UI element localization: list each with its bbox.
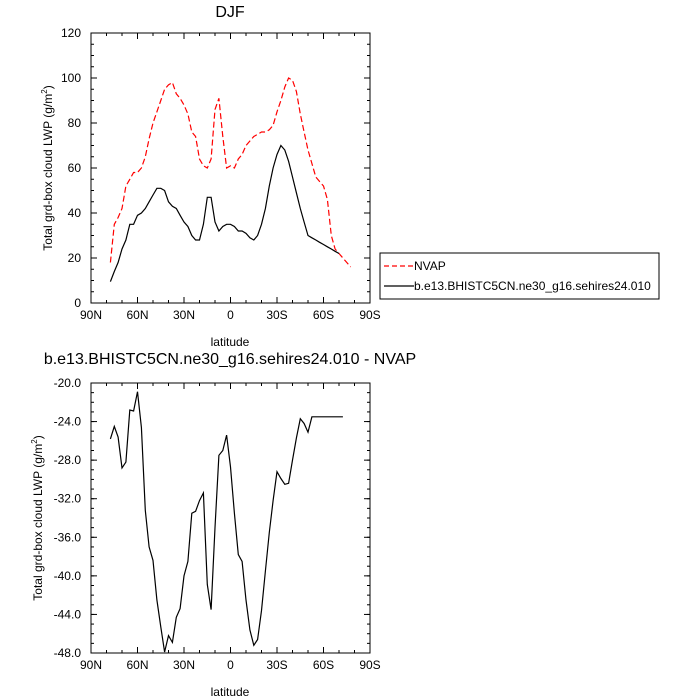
top-plot-frame (90, 32, 371, 304)
bottom-y-tick-label: -48.0 (54, 646, 82, 660)
top-y-tick-label: 20 (68, 251, 82, 265)
bottom-plot-frame (90, 382, 371, 654)
bottom-x-tick-label: 60N (126, 658, 148, 672)
top-chart: DJF 90N 60N 30N 0 30S 60S 90S 0 20 40 60 80 100 120 l… (40, 4, 660, 349)
bottom-x-tick-label: 60S (313, 658, 334, 672)
top-x-tick-label: 90N (80, 308, 102, 322)
top-x-tick-label: 0 (227, 308, 234, 322)
bottom-x-tick-label: 30S (266, 658, 287, 672)
top-x-tick-label: 30N (173, 308, 195, 322)
bottom-series-line-0 (109, 391, 343, 653)
legend-box (379, 252, 660, 300)
bottom-x-tick-label: 90S (359, 658, 380, 672)
bottom-series (109, 391, 343, 653)
legend-label-model: b.e13.BHISTC5CN.ne30_g16.sehires24.010 (414, 279, 651, 293)
bottom-x-tick-label: 0 (227, 658, 234, 672)
bottom-y-tick-label: -40.0 (54, 569, 82, 583)
top-y-tick-label: 40 (68, 206, 82, 220)
top-x-tick-label: 90S (359, 308, 380, 322)
bottom-y-tick-label: -36.0 (54, 530, 82, 544)
top-x-tick-label: 60S (313, 308, 334, 322)
legend-label-nvap: NVAP (414, 259, 446, 273)
top-y-tick-label: 80 (68, 116, 82, 130)
bottom-y-tick-label: -24.0 (54, 415, 82, 429)
top-y-tick-label: 100 (61, 71, 81, 85)
bottom-x-tick-label: 90N (80, 658, 102, 672)
top-y-tick-label: 60 (68, 161, 82, 175)
top-y-tick-label: 120 (61, 26, 81, 40)
bottom-x-tick-label: 30N (173, 658, 195, 672)
top-y-tick-label: 0 (74, 296, 81, 310)
top-x-axis-label: latitude (211, 335, 250, 349)
bottom-ticks: 90N 60N 30N 0 30S 60S 90S -48.0 -44.0 -40.0 -36.0 -… (54, 376, 381, 672)
legend: NVAP b.e13.BHISTC5CN.ne30_g16.sehires24.… (379, 252, 660, 300)
top-ticks: 90N 60N 30N 0 30S 60S 90S 0 20 40 60 80 100 120 (61, 26, 381, 322)
bottom-chart-title: b.e13.BHISTC5CN.ne30_g16.sehires24.010 -… (44, 351, 416, 368)
bottom-y-tick-label: -32.0 (54, 492, 82, 506)
bottom-y-tick-label: -20.0 (54, 376, 82, 390)
top-x-tick-label: 60N (126, 308, 148, 322)
top-x-tick-label: 30S (266, 308, 287, 322)
top-chart-title: DJF (215, 4, 245, 21)
top-y-axis-label: Total grd-box cloud LWP (g/m2) (40, 85, 55, 250)
bottom-x-axis-label: latitude (211, 685, 250, 699)
bottom-y-tick-label: -44.0 (54, 607, 82, 621)
top-series-line-0 (109, 77, 352, 268)
top-series-line-1 (109, 144, 340, 282)
bottom-chart: b.e13.BHISTC5CN.ne30_g16.sehires24.010 -… (30, 351, 416, 699)
bottom-y-axis-label: Total grd-box cloud LWP (g/m2) (30, 435, 45, 600)
bottom-y-tick-label: -28.0 (54, 453, 82, 467)
top-series (109, 77, 352, 282)
